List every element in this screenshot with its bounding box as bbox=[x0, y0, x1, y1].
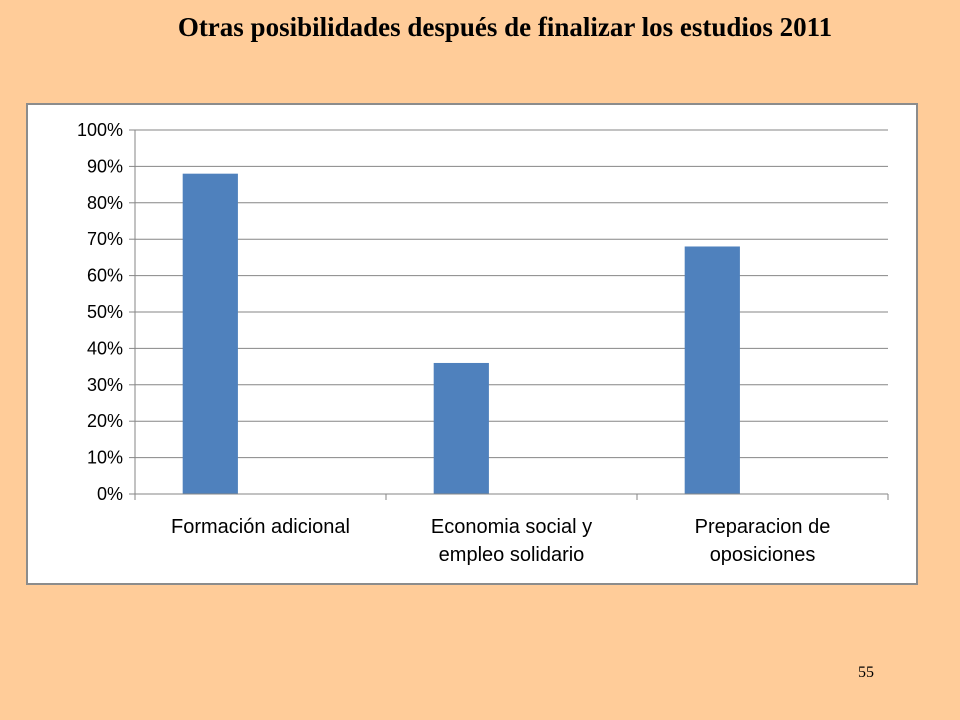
slide-title: Otras posibilidades después de finalizar… bbox=[177, 12, 833, 42]
x-category-label: Formación adicional bbox=[171, 516, 350, 538]
x-category-label: Economia social y bbox=[431, 516, 592, 538]
x-category-label: Preparacion de bbox=[695, 516, 831, 538]
page-number: 55 bbox=[858, 664, 874, 681]
x-axis-category-labels: Formación adicional Economia social y empl… bbox=[171, 516, 830, 566]
x-category-label: empleo solidario bbox=[439, 544, 585, 566]
x-category-label: oposiciones bbox=[710, 544, 816, 566]
y-tick-label: 80% bbox=[87, 193, 123, 213]
y-axis-tick-labels: 0% 10% 20% 30% 40% 50% 60% 70% 80% 90% 100% bbox=[77, 120, 123, 504]
bar-3 bbox=[684, 246, 740, 494]
gridlines bbox=[135, 129, 888, 459]
y-tick-label: 30% bbox=[87, 375, 123, 395]
axes bbox=[129, 129, 889, 500]
y-tick-label: 10% bbox=[87, 448, 123, 468]
bars bbox=[182, 173, 740, 494]
y-tick-label: 60% bbox=[87, 266, 123, 286]
bar-2 bbox=[433, 362, 489, 494]
y-tick-label: 0% bbox=[97, 484, 123, 504]
y-tick-label: 50% bbox=[87, 302, 123, 322]
y-tick-label: 70% bbox=[87, 229, 123, 249]
bar-chart: 0% 10% 20% 30% 40% 50% 60% 70% 80% 90% 100% Formac… bbox=[77, 120, 889, 566]
bar-1 bbox=[182, 173, 238, 494]
y-tick-label: 40% bbox=[87, 338, 123, 358]
y-tick-label: 20% bbox=[87, 411, 123, 431]
y-tick-label: 90% bbox=[87, 156, 123, 176]
y-tick-label: 100% bbox=[77, 120, 123, 140]
chart-frame: 0% 10% 20% 30% 40% 50% 60% 70% 80% 90% 100% Formac… bbox=[26, 103, 918, 585]
